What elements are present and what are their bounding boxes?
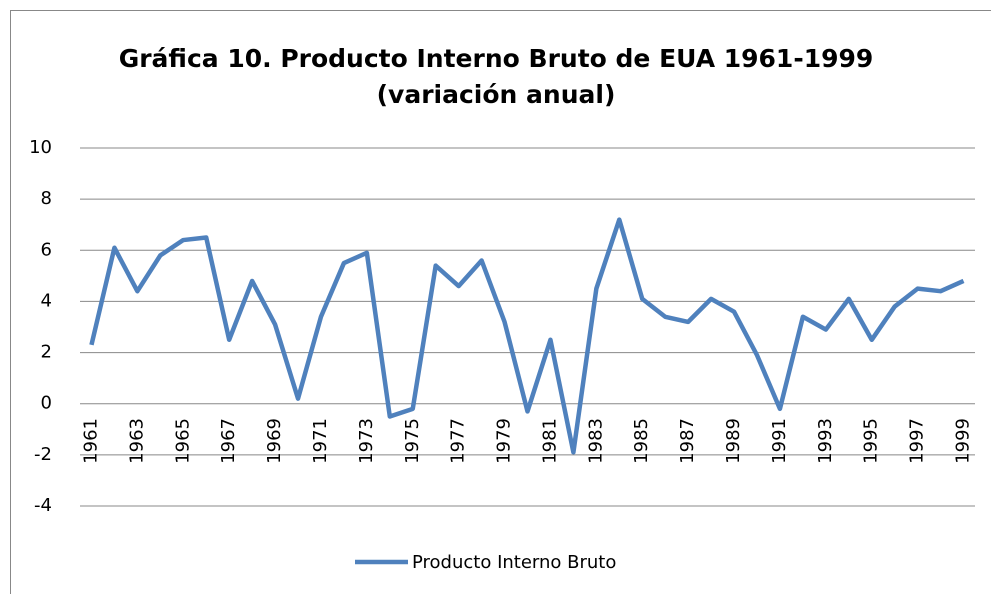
x-tick-label: 1969 xyxy=(264,418,285,464)
chart-title: (variación anual) xyxy=(377,80,616,109)
y-tick-label: 10 xyxy=(29,137,52,158)
x-tick-label: 1967 xyxy=(218,418,239,464)
chart-title: Gráfica 10. Producto Interno Bruto de EU… xyxy=(119,44,874,73)
x-tick-label: 1965 xyxy=(172,418,193,464)
x-tick-label: 1985 xyxy=(631,418,652,464)
y-tick-label: 4 xyxy=(41,290,52,311)
x-tick-label: 1987 xyxy=(677,418,698,464)
x-tick-label: 1983 xyxy=(585,418,606,464)
x-tick-label: 1991 xyxy=(769,418,790,464)
x-tick-label: 1981 xyxy=(539,418,560,464)
legend-label: Producto Interno Bruto xyxy=(412,552,616,573)
y-tick-label: 2 xyxy=(41,342,52,363)
x-tick-label: 1977 xyxy=(448,418,469,464)
x-tick-label: 1961 xyxy=(80,418,101,464)
y-tick-label: -4 xyxy=(34,495,52,516)
x-tick-label: 1973 xyxy=(356,418,377,464)
x-tick-label: 1995 xyxy=(861,418,882,464)
x-tick-label: 1999 xyxy=(953,418,974,464)
chart-frame xyxy=(10,10,991,594)
y-tick-label: -2 xyxy=(34,444,52,465)
x-tick-label: 1971 xyxy=(310,418,331,464)
x-tick-label: 1997 xyxy=(907,418,928,464)
y-tick-label: 0 xyxy=(41,393,52,414)
y-tick-label: 8 xyxy=(41,188,52,209)
x-tick-label: 1993 xyxy=(815,418,836,464)
x-tick-label: 1963 xyxy=(126,418,147,464)
x-tick-label: 1979 xyxy=(494,418,515,464)
y-tick-label: 6 xyxy=(41,239,52,260)
data-line xyxy=(89,217,965,455)
x-tick-label: 1975 xyxy=(402,418,423,464)
x-tick-label: 1989 xyxy=(723,418,744,464)
